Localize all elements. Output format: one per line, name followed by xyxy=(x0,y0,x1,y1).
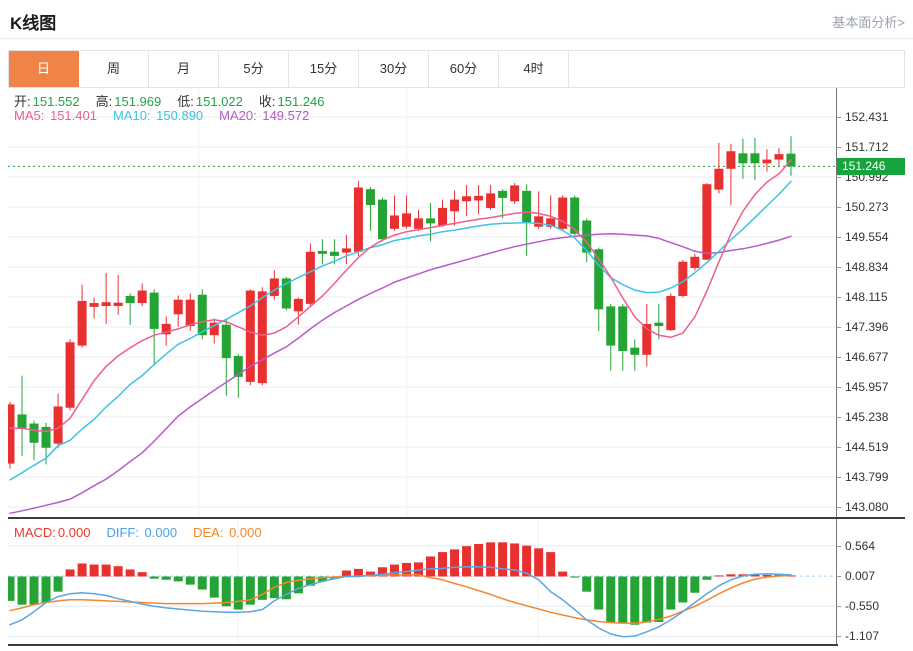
ohlc-label: 开: xyxy=(14,94,31,109)
ma-label: MA20: xyxy=(219,108,261,123)
y-axis-label: 143.799 xyxy=(845,470,889,484)
y-axis-label: 144.519 xyxy=(845,440,889,454)
y-axis-tick xyxy=(836,507,841,508)
y-axis-label: 145.957 xyxy=(845,380,889,394)
tab-60min[interactable]: 60分 xyxy=(429,51,499,87)
ohlc-value: 151.552 xyxy=(32,94,80,109)
macd-histogram xyxy=(8,542,796,625)
y-axis-label: 143.080 xyxy=(845,500,889,514)
main-gridlines xyxy=(8,88,836,517)
y-axis-label: 149.554 xyxy=(845,230,889,244)
period-tabbar: 日周月 5分 15分 30分 60分 4时 xyxy=(8,50,905,88)
tab-4hour[interactable]: 4时 xyxy=(499,51,569,87)
tab-day[interactable]: 日 xyxy=(9,51,79,87)
macd-item: DEA: 0.000 xyxy=(193,525,264,540)
y-axis-label: 146.677 xyxy=(845,350,889,364)
y-axis-tick xyxy=(836,447,841,448)
dea-line xyxy=(9,574,792,624)
y-axis-label: 151.712 xyxy=(845,140,889,154)
macd-value: 0.000 xyxy=(57,525,91,540)
y-axis-tick xyxy=(836,207,841,208)
macd-value: 0.000 xyxy=(229,525,262,540)
y-axis-tick xyxy=(836,417,841,418)
tab-15min[interactable]: 15分 xyxy=(289,51,359,87)
ohlc-item: 开: 151.552 xyxy=(14,94,82,109)
tab-month[interactable]: 月 xyxy=(149,51,219,87)
macd-label: MACD: xyxy=(14,525,56,540)
ma-item: MA5: 151.401 xyxy=(14,108,99,123)
candlestick-plot[interactable] xyxy=(8,88,836,517)
y-axis-label: 0.564 xyxy=(845,539,876,553)
macd-item: MACD: 0.000 xyxy=(14,525,92,540)
diff-line xyxy=(9,565,792,638)
y-axis-tick xyxy=(836,546,841,547)
ma-value: 149.572 xyxy=(262,108,310,123)
y-axis-tick xyxy=(836,147,841,148)
tab-5min[interactable]: 5分 xyxy=(219,51,289,87)
y-axis-tick xyxy=(836,297,841,298)
ma-legend: MA5: 151.401 MA10: 150.890 MA20: 149.572 xyxy=(14,108,325,123)
y-axis-label: -1.107 xyxy=(845,629,880,643)
ohlc-label: 高: xyxy=(95,94,113,109)
y-axis-tick xyxy=(836,267,841,268)
current-price-tag: 151.246 xyxy=(837,158,905,175)
header: K线图 基本面分析> xyxy=(0,0,913,39)
y-axis-label: 148.834 xyxy=(845,260,889,274)
y-axis-tick xyxy=(836,576,841,577)
ma10-line xyxy=(9,180,792,481)
ohlc-legend: 开: 151.552 高: 151.969 低: 151.022 收: 151.246 xyxy=(14,91,341,110)
ma-value: 150.890 xyxy=(156,108,204,123)
tab-30min[interactable]: 30分 xyxy=(359,51,429,87)
y-axis-label: 150.273 xyxy=(845,200,889,214)
macd-value: 0.000 xyxy=(144,525,178,540)
macd-label: DIFF: xyxy=(106,525,143,540)
macd-label: DEA: xyxy=(193,525,228,540)
ma-value: 151.401 xyxy=(49,108,97,123)
tab-week[interactable]: 周 xyxy=(79,51,149,87)
y-axis-tick xyxy=(836,387,841,388)
ma-label: MA5: xyxy=(14,108,48,123)
y-axis-tick xyxy=(836,327,841,328)
y-axis-label: 152.431 xyxy=(845,110,889,124)
ma-item: MA10: 150.890 xyxy=(113,108,205,123)
y-axis-tick xyxy=(836,606,841,607)
ma20-line xyxy=(9,233,792,515)
y-axis-line xyxy=(836,88,837,646)
ohlc-value: 151.246 xyxy=(277,94,325,109)
y-axis-tick xyxy=(836,177,841,178)
y-axis-tick xyxy=(836,237,841,238)
ohlc-label: 低: xyxy=(177,94,194,109)
y-axis-tick xyxy=(836,117,841,118)
ma-item: MA20: 149.572 xyxy=(219,108,311,123)
panel-divider xyxy=(8,517,905,519)
macd-plot[interactable] xyxy=(8,519,836,645)
y-axis-label: 148.115 xyxy=(845,290,888,304)
ohlc-item: 高: 151.969 xyxy=(96,94,164,109)
ohlc-item: 收: 151.246 xyxy=(259,94,327,109)
candles xyxy=(8,136,796,469)
y-axis-tick xyxy=(836,477,841,478)
fundamental-analysis-link[interactable]: 基本面分析> xyxy=(832,15,905,30)
chart-area: 开: 151.552 高: 151.969 低: 151.022 收: 151.246 MA5… xyxy=(8,88,905,648)
bottom-border xyxy=(8,644,838,646)
ohlc-item: 低: 151.022 xyxy=(177,94,245,109)
macd-legend: MACD: 0.000 DIFF: 0.000 DEA: 0.000 xyxy=(14,525,278,540)
tabbar-filler xyxy=(569,51,904,87)
y-axis-label: 0.007 xyxy=(845,569,876,583)
ohlc-value: 151.022 xyxy=(195,94,243,109)
y-axis-label: 147.396 xyxy=(845,320,889,334)
ma5-line xyxy=(9,159,792,433)
y-axis-label: -0.550 xyxy=(845,599,880,613)
macd-item: DIFF: 0.000 xyxy=(106,525,179,540)
y-axis-tick xyxy=(836,636,841,637)
ohlc-value: 151.969 xyxy=(114,94,162,109)
y-axis-tick xyxy=(836,357,841,358)
y-axis-label: 145.238 xyxy=(845,410,889,424)
ohlc-label: 收: xyxy=(258,94,276,109)
ma-label: MA10: xyxy=(112,108,155,123)
page-title: K线图 xyxy=(10,14,57,33)
